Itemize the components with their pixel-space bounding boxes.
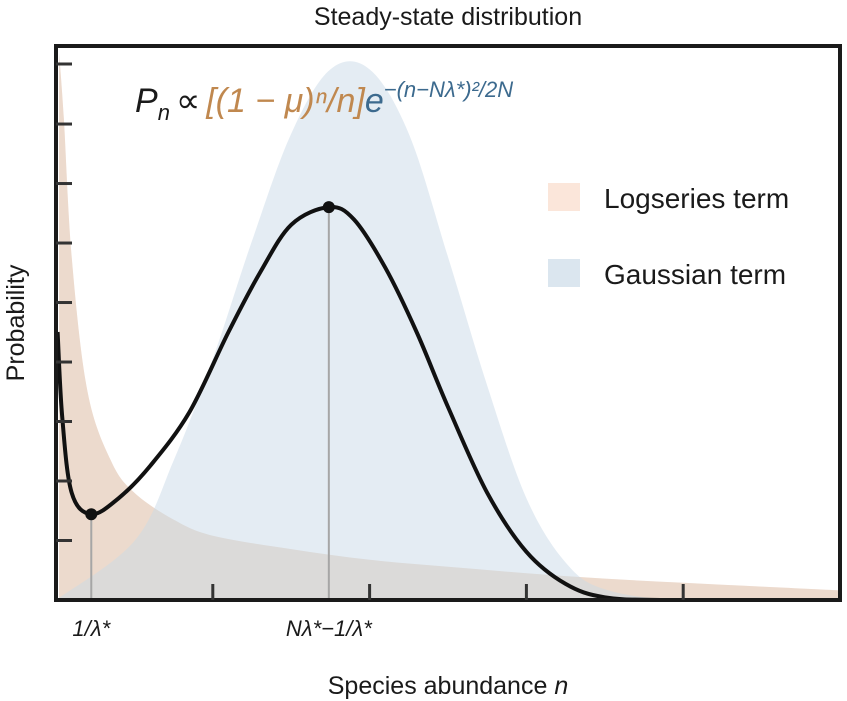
legend-label-2: Gaussian term [604,259,786,290]
plot-frame [54,44,842,602]
formula-lhs: P [135,82,158,120]
chart-title: Steady-state distribution [314,3,582,31]
x-axis-label-variable: n [554,672,568,700]
formula-logseries-term: [(1 − μ)ⁿ/n] [205,82,366,120]
x-axis-label: Species abundance n [328,672,568,700]
annotation-point-2 [322,201,335,214]
logseries-overlap-tint [59,53,840,600]
annotation-label-1: 1/λ* [72,616,111,641]
legend-label-1: Logseries term [604,183,789,214]
plot-area [56,53,840,600]
legend-swatch-2 [548,259,580,287]
axis-ticks [56,62,685,600]
formula-gaussian-exponent: −(n−Nλ*)²/2N [384,77,514,102]
formula-lhs-subscript: n [158,100,170,125]
legend-swatch-1 [548,183,580,211]
annotation-label-2: Nλ*−1/λ* [286,616,373,641]
formula-gaussian-base: e [365,82,384,120]
gaussian-term-area [56,61,840,600]
legend: Logseries term Gaussian term [548,183,789,290]
x-axis-label-text: Species abundance [328,672,548,700]
y-axis-label: Probability [2,264,30,381]
formula-relation: ∝ [176,82,200,120]
annotation-point-1 [85,508,98,521]
annotation-labels: 1/λ* Nλ*−1/λ* [72,201,373,641]
formula: Pn ∝ [(1 − μ)ⁿ/n]e−(n−Nλ*)²/2N [135,77,513,125]
